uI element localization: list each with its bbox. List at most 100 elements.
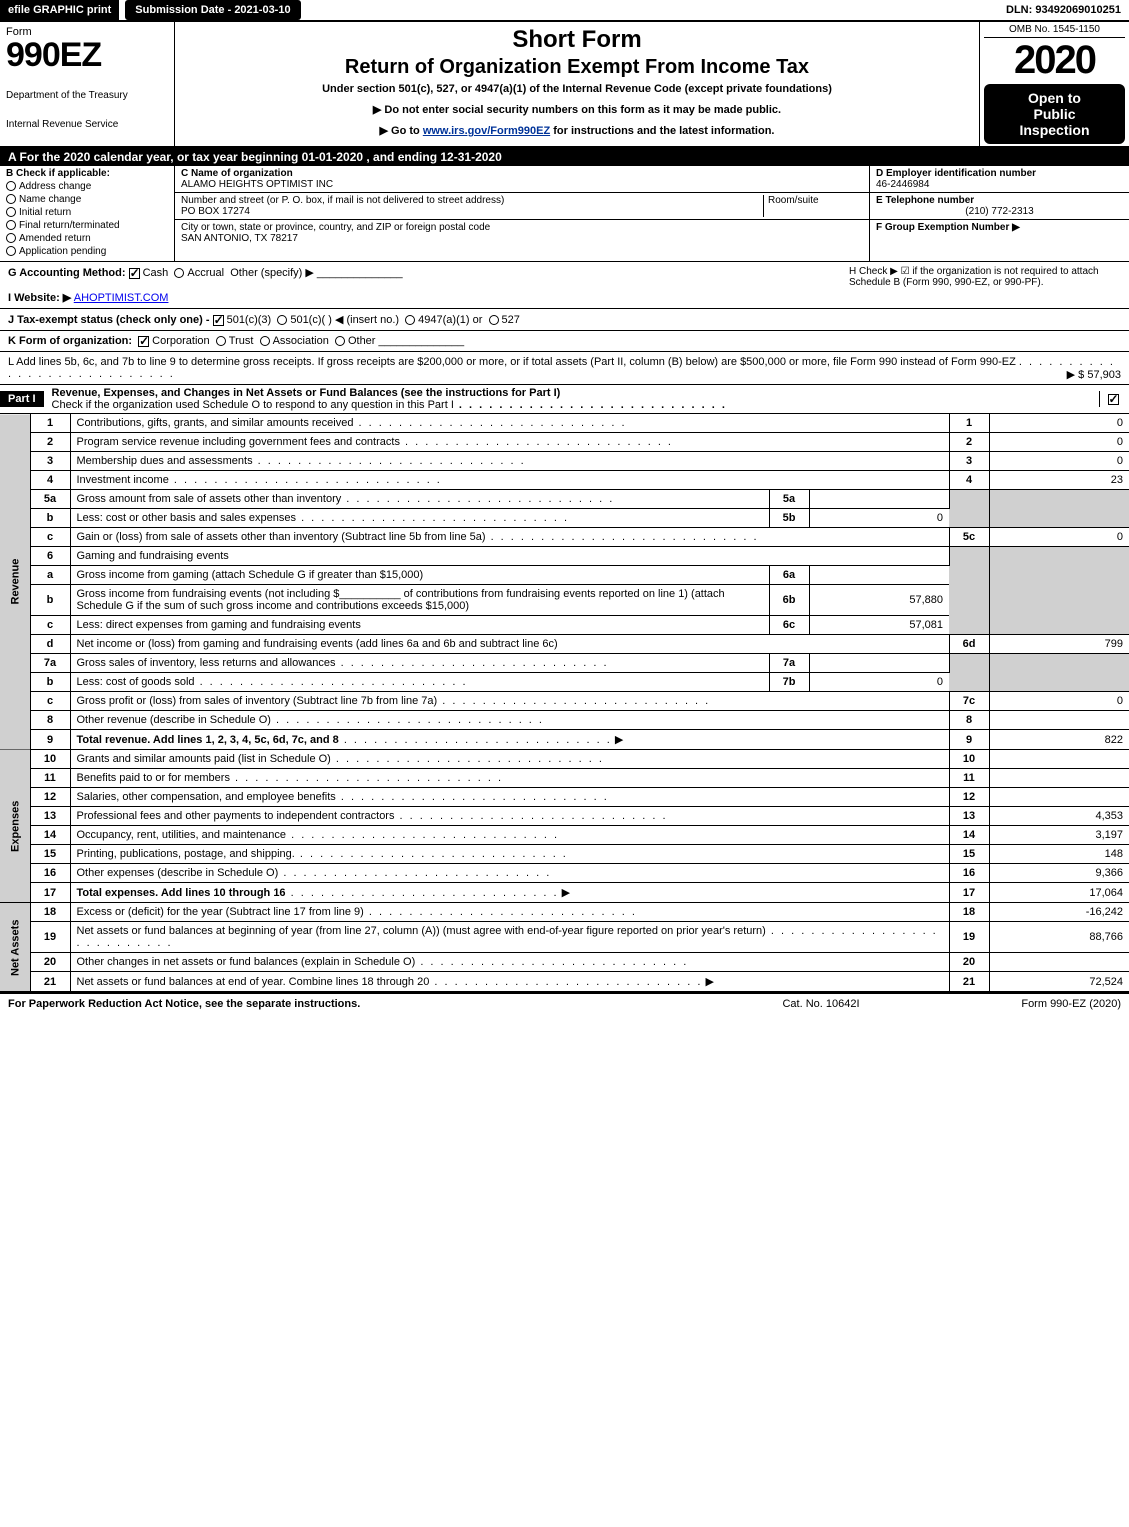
submission-date: Submission Date - 2021-03-10 xyxy=(125,0,300,20)
line-9: 9 Total revenue. Add lines 1, 2, 3, 4, 5… xyxy=(0,730,1129,750)
k-assoc-check[interactable] xyxy=(260,336,270,346)
c-label: C Name of organization xyxy=(181,168,863,179)
line-19: 19 Net assets or fund balances at beginn… xyxy=(0,922,1129,953)
dept-treasury: Department of the Treasury xyxy=(6,90,168,101)
line-20: 20 Other changes in net assets or fund b… xyxy=(0,953,1129,972)
goto-instruction: ▶ Go to www.irs.gov/Form990EZ for instru… xyxy=(185,124,969,137)
row-l: L Add lines 5b, 6c, and 7b to line 9 to … xyxy=(0,352,1129,385)
part1-schedule-o-check[interactable] xyxy=(1099,391,1129,407)
part1-header-row: Part I Revenue, Expenses, and Changes in… xyxy=(0,385,1129,414)
open-line1: Open to xyxy=(988,90,1121,106)
under-section: Under section 501(c), 527, or 4947(a)(1)… xyxy=(185,83,969,95)
j-501c3-check[interactable] xyxy=(213,315,224,326)
f-label: F Group Exemption Number ▶ xyxy=(876,222,1020,233)
org-name-row: C Name of organization ALAMO HEIGHTS OPT… xyxy=(175,166,869,193)
line-17: 17 Total expenses. Add lines 10 through … xyxy=(0,883,1129,903)
goto-post: for instructions and the latest informat… xyxy=(553,125,774,137)
form-header: Form 990EZ Department of the Treasury In… xyxy=(0,22,1129,148)
top-bar: efile GRAPHIC print Submission Date - 20… xyxy=(0,0,1129,22)
ein-value: 46-2446984 xyxy=(876,179,1123,190)
form-number: 990EZ xyxy=(6,38,168,72)
d-label: D Employer identification number xyxy=(876,168,1123,179)
expenses-side-label: Expenses xyxy=(0,750,30,903)
line-16: 16 Other expenses (describe in Schedule … xyxy=(0,864,1129,883)
check-final-return[interactable]: Final return/terminated xyxy=(6,220,168,231)
line-18: Net Assets 18 Excess or (deficit) for th… xyxy=(0,903,1129,922)
j-527-check[interactable] xyxy=(489,315,499,325)
section-def: D Employer identification number 46-2446… xyxy=(869,166,1129,261)
line-6d: d Net income or (loss) from gaming and f… xyxy=(0,635,1129,654)
part1-label: Part I xyxy=(0,391,44,407)
part1-table: Revenue 1 Contributions, gifts, grants, … xyxy=(0,414,1129,992)
line-5a: 5a Gross amount from sale of assets othe… xyxy=(0,490,1129,509)
line-12: 12 Salaries, other compensation, and emp… xyxy=(0,788,1129,807)
netassets-side-label: Net Assets xyxy=(0,903,30,992)
phone-value: (210) 772-2313 xyxy=(876,206,1123,217)
line-4: 4 Investment income 4 23 xyxy=(0,471,1129,490)
section-b: B Check if applicable: Address change Na… xyxy=(0,166,175,261)
city-label: City or town, state or province, country… xyxy=(181,222,863,233)
h-section: H Check ▶ ☑ if the organization is not r… xyxy=(841,266,1121,304)
footer: For Paperwork Reduction Act Notice, see … xyxy=(0,992,1129,1014)
info-block: B Check if applicable: Address change Na… xyxy=(0,166,1129,262)
line-13: 13 Professional fees and other payments … xyxy=(0,807,1129,826)
open-line3: Inspection xyxy=(988,122,1121,138)
line-2: 2 Program service revenue including gove… xyxy=(0,433,1129,452)
g-label: G Accounting Method: xyxy=(8,267,126,279)
omb-number: OMB No. 1545-1150 xyxy=(984,24,1125,38)
dln-label: DLN: 93492069010251 xyxy=(998,0,1129,20)
line-10: Expenses 10 Grants and similar amounts p… xyxy=(0,750,1129,769)
l-text: L Add lines 5b, 6c, and 7b to line 9 to … xyxy=(8,356,1016,368)
j-label: J Tax-exempt status (check only one) - xyxy=(8,314,213,326)
addr-value: PO BOX 17274 xyxy=(181,206,763,217)
check-initial-return[interactable]: Initial return xyxy=(6,207,168,218)
check-application-pending[interactable]: Application pending xyxy=(6,246,168,257)
org-name: ALAMO HEIGHTS OPTIMIST INC xyxy=(181,179,863,190)
j-4947-check[interactable] xyxy=(405,315,415,325)
e-label: E Telephone number xyxy=(876,195,1123,206)
return-title: Return of Organization Exempt From Incom… xyxy=(185,56,969,79)
section-c: C Name of organization ALAMO HEIGHTS OPT… xyxy=(175,166,869,261)
header-left: Form 990EZ Department of the Treasury In… xyxy=(0,22,175,146)
cat-number: Cat. No. 10642I xyxy=(721,998,921,1010)
check-address-change[interactable]: Address change xyxy=(6,181,168,192)
group-exemption-cell: F Group Exemption Number ▶ xyxy=(870,220,1129,235)
tax-year-line: A For the 2020 calendar year, or tax yea… xyxy=(0,148,1129,166)
line-21: 21 Net assets or fund balances at end of… xyxy=(0,972,1129,992)
j-501c-check[interactable] xyxy=(277,315,287,325)
city-row: City or town, state or province, country… xyxy=(175,220,869,246)
ein-cell: D Employer identification number 46-2446… xyxy=(870,166,1129,193)
paperwork-notice: For Paperwork Reduction Act Notice, see … xyxy=(8,998,721,1010)
check-amended-return[interactable]: Amended return xyxy=(6,233,168,244)
addr-label: Number and street (or P. O. box, if mail… xyxy=(181,195,763,206)
irs-link[interactable]: www.irs.gov/Form990EZ xyxy=(423,125,550,137)
k-corp-check[interactable] xyxy=(138,336,149,347)
row-g-h: G Accounting Method: Cash Accrual Other … xyxy=(0,262,1129,309)
row-j: J Tax-exempt status (check only one) - 5… xyxy=(0,309,1129,331)
check-name-change[interactable]: Name change xyxy=(6,194,168,205)
short-form-title: Short Form xyxy=(185,26,969,54)
k-trust-check[interactable] xyxy=(216,336,226,346)
cash-checkbox[interactable] xyxy=(129,268,140,279)
k-other-check[interactable] xyxy=(335,336,345,346)
line-8: 8 Other revenue (describe in Schedule O)… xyxy=(0,711,1129,730)
k-label: K Form of organization: xyxy=(8,335,132,347)
open-to-public: Open to Public Inspection xyxy=(984,84,1125,144)
phone-cell: E Telephone number (210) 772-2313 xyxy=(870,193,1129,220)
line-11: 11 Benefits paid to or for members 11 xyxy=(0,769,1129,788)
tax-year: 2020 xyxy=(984,40,1125,80)
website-link[interactable]: AHOPTIMIST.COM xyxy=(74,292,169,304)
goto-pre: ▶ Go to xyxy=(380,125,423,137)
part1-check-text: Check if the organization used Schedule … xyxy=(52,399,454,411)
line-7c: c Gross profit or (loss) from sales of i… xyxy=(0,692,1129,711)
line-5c: c Gain or (loss) from sale of assets oth… xyxy=(0,528,1129,547)
accounting-method: G Accounting Method: Cash Accrual Other … xyxy=(8,266,841,304)
line-3: 3 Membership dues and assessments 3 0 xyxy=(0,452,1129,471)
header-center: Short Form Return of Organization Exempt… xyxy=(175,22,979,146)
i-label: I Website: ▶ xyxy=(8,292,71,304)
row-k: K Form of organization: Corporation Trus… xyxy=(0,331,1129,352)
room-suite: Room/suite xyxy=(763,195,863,217)
line-6: 6 Gaming and fundraising events xyxy=(0,547,1129,566)
accrual-checkbox[interactable] xyxy=(174,268,184,278)
revenue-side-label: Revenue xyxy=(0,414,30,750)
